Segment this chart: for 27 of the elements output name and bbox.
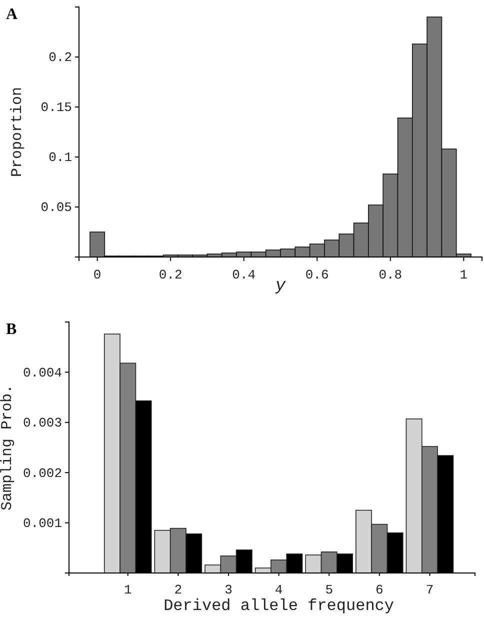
x-tick-label: 0.6 — [305, 267, 329, 282]
x-tick-label: 0.2 — [158, 267, 182, 282]
x-tick-label: 7 — [426, 582, 434, 598]
y-axis-title: Proportion — [9, 86, 26, 178]
x-tick-label: 1 — [124, 582, 132, 598]
x-tick-label: 0 — [93, 267, 102, 282]
y-tick-label: 0.002 — [22, 466, 62, 481]
x-tick-label: 0.8 — [378, 267, 402, 282]
y-tick-label: 0.001 — [22, 516, 62, 531]
chart-title: A — [6, 6, 18, 23]
y-tick-label: 0.004 — [22, 365, 62, 380]
x-tick-label: 6 — [376, 582, 384, 598]
x-tick-label: 2 — [174, 582, 182, 598]
y-tick-label: 0.05 — [40, 200, 72, 216]
y-tick-label: 0.1 — [48, 150, 72, 166]
x-axis-title: Derived allele frequency — [164, 597, 394, 615]
y-axis-title: Sampling Prob. — [0, 384, 16, 511]
y-tick-label: 0.003 — [22, 416, 62, 431]
x-tick-label: 4 — [274, 582, 283, 598]
x-axis-title: y — [274, 277, 286, 296]
chart-title: B — [6, 321, 17, 338]
x-tick-label: 1 — [460, 267, 468, 282]
x-tick-label: 0.4 — [232, 267, 256, 282]
y-tick-label: 0.2 — [48, 50, 72, 66]
x-tick-label: 5 — [325, 582, 334, 598]
x-tick-label: 3 — [224, 582, 232, 598]
y-tick-label: 0.15 — [40, 100, 72, 116]
